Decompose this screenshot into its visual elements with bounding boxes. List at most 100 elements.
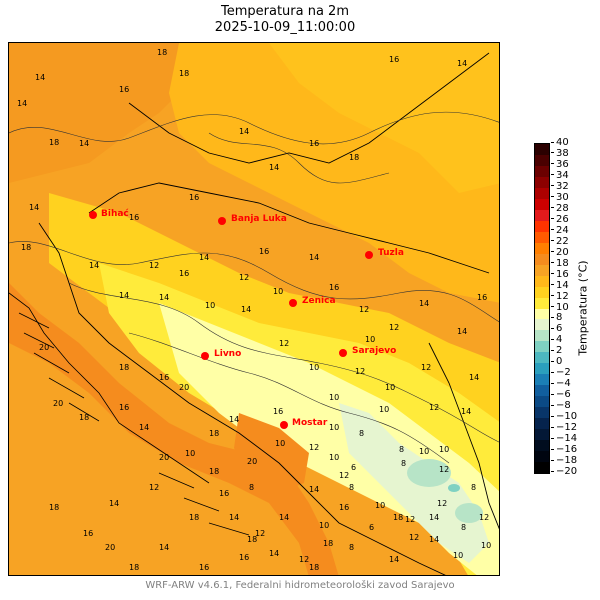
contour-label: 14 [17,99,28,108]
colorbar-tick-label: −10 [551,412,577,422]
city-marker-sarajevo[interactable] [339,349,347,357]
contour-label: 18 [21,243,32,252]
contour-label: 16 [309,139,320,148]
colorbar-tick-label: 30 [551,192,569,203]
city-label-mostar: Mostar [292,418,328,428]
contour-label: 16 [129,213,140,222]
contour-label: 14 [89,261,100,270]
colorbar-segment [535,374,549,386]
colorbar-tick-label: 10 [551,302,569,313]
contour-label: 10 [329,423,340,432]
contour-label: 14 [269,163,280,172]
contour-label: 12 [405,515,416,524]
contour-label: 18 [79,413,90,422]
colorbar-tick-label: −18 [551,456,577,466]
colorbar-segment [535,144,549,156]
colorbar-tick-label: 12 [551,291,569,302]
contour-label: 16 [339,503,350,512]
contour-label: 14 [199,253,210,262]
colorbar-segment [535,319,549,331]
contour-label: 8 [249,483,255,492]
colorbar-tick-label: 2 [551,346,562,356]
contour-label: 20 [179,383,190,392]
contour-label: 12 [255,529,266,538]
contour-label: 16 [273,407,284,416]
colorbar-tick-label: 22 [551,236,569,247]
contour-label: 10 [205,301,216,310]
contour-label: 8 [349,543,355,552]
city-marker-livno[interactable] [201,352,209,360]
contour-label: 16 [83,529,94,538]
colorbar [534,143,550,474]
contour-label: 14 [269,549,280,558]
colorbar-tick-label: 8 [551,313,562,323]
colorbar-segment [535,231,549,244]
city-marker-banja-luka[interactable] [218,217,226,225]
contour-label: 20 [39,343,50,352]
contour-label: 14 [159,293,170,302]
contour-label: 16 [389,55,400,64]
contour-label: 10 [329,453,340,462]
contour-label: 18 [179,69,190,78]
colorbar-tick-label: 36 [551,159,569,170]
contour-label: 18 [129,563,140,572]
colorbar-tick-label: 24 [551,225,569,236]
contour-label: 14 [457,59,468,68]
contour-label: 18 [393,513,404,522]
contour-label: 12 [149,483,160,492]
colorbar-tick-label: 40 [551,138,569,148]
city-marker-mostar[interactable] [280,421,288,429]
contour-label: 16 [219,489,230,498]
contour-label: 14 [309,485,320,494]
contour-label: 12 [439,465,450,474]
contour-label: 18 [209,467,220,476]
colorbar-tick-label: 38 [551,148,569,159]
contour-label: 10 [185,449,196,458]
contour-label: 16 [189,193,200,202]
map-subtitle: 2025-10-09_11:00:00 [214,20,356,35]
colorbar-tick-label: 34 [551,170,569,181]
contour-label: 14 [469,373,480,382]
colorbar-segment [535,418,549,430]
contour-label: 14 [239,127,250,136]
colorbar-tick-label: −14 [551,434,577,444]
contour-label: 8 [401,459,407,468]
colorbar-segment [535,363,549,375]
city-marker-bihac[interactable] [89,211,97,219]
city-label-sarajevo: Sarajevo [352,346,397,356]
city-marker-zenica[interactable] [289,299,297,307]
contour-label: 14 [29,203,40,212]
colorbar-segment [535,154,549,167]
contour-label: 8 [461,523,467,532]
colorbar-segment [535,330,549,342]
contour-label: 16 [119,85,130,94]
contour-label: 16 [477,293,488,302]
contour-label: 14 [241,305,252,314]
contour-label: 12 [359,305,370,314]
temperature-field [9,43,499,575]
city-marker-tuzla[interactable] [365,251,373,259]
city-label-livno: Livno [214,349,242,359]
colorbar-label: Temperatura (°C) [576,260,590,356]
contour-label: 10 [439,445,450,454]
contour-label: 12 [149,261,160,270]
contour-label: 20 [105,543,116,552]
colorbar-segment [535,242,549,255]
temperature-map[interactable]: Bihać Banja Luka Tuzla Zenica Sarajevo L… [8,42,500,576]
contour-label: 16 [119,403,130,412]
contour-label: 18 [349,153,360,162]
colorbar-tick-label: 6 [551,324,562,334]
contour-label: 16 [199,563,210,572]
colorbar-tick-label: 14 [551,280,569,291]
colorbar-segment [535,440,549,452]
contour-label: 10 [273,287,284,296]
contour-label: 12 [389,323,400,332]
contour-label: 14 [429,513,440,522]
colorbar-segment [535,352,549,364]
contour-label: 14 [419,299,430,308]
contour-label: 16 [329,283,340,292]
contour-label: 18 [323,539,334,548]
contour-label: 10 [275,439,286,448]
colorbar-tick-label: −4 [551,379,571,389]
colorbar-segment [535,209,549,222]
